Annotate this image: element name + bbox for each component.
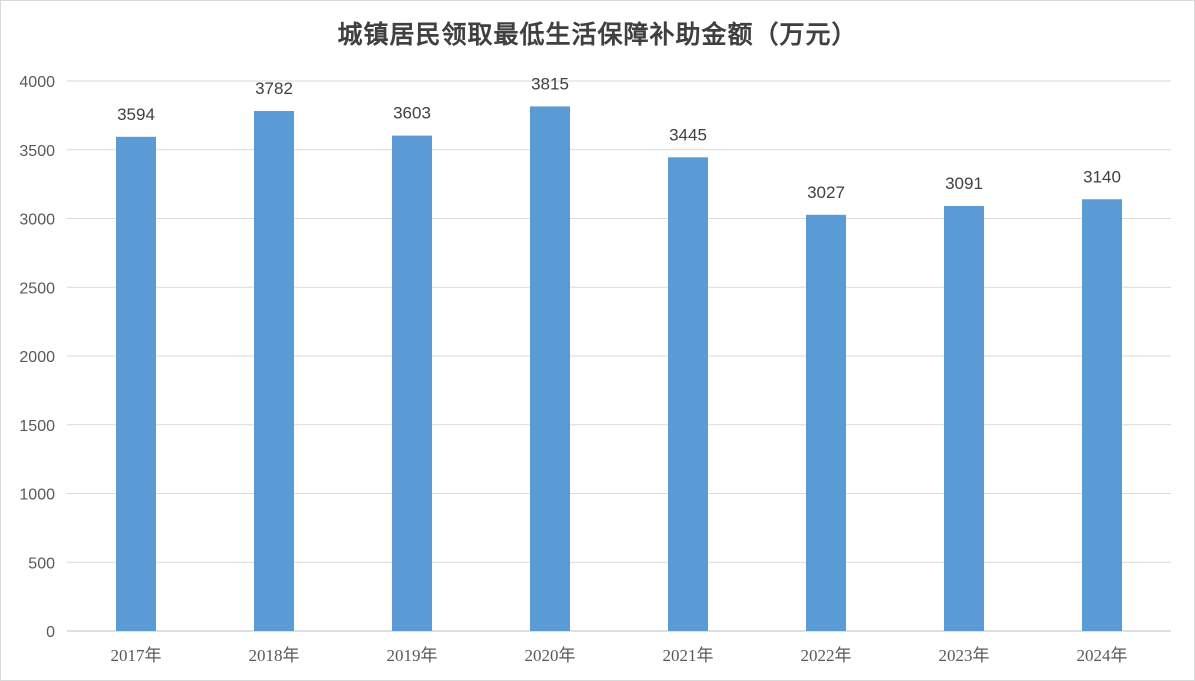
bar-8 xyxy=(1082,199,1122,631)
bar-1 xyxy=(116,136,156,631)
x-tick-label-5: 2021年 xyxy=(663,646,714,665)
bar-3 xyxy=(392,135,432,631)
data-label-4: 3815 xyxy=(531,74,569,93)
y-tick-label-3000: 3000 xyxy=(19,212,55,229)
labels: 0 500 1000 1500 2000 2500 3000 3500 4000 3594 2017… xyxy=(19,74,1127,665)
y-tick-label-2500: 2500 xyxy=(19,280,55,297)
data-label-6: 3027 xyxy=(807,183,845,202)
data-label-8: 3140 xyxy=(1083,167,1121,186)
data-label-1: 3594 xyxy=(117,105,155,124)
gridlines xyxy=(67,80,1171,632)
x-tick-label-3: 2019年 xyxy=(387,646,438,665)
bars xyxy=(116,106,1122,632)
bar-6 xyxy=(806,214,846,631)
y-tick-label-2000: 2000 xyxy=(19,349,55,366)
y-tick-label-0: 0 xyxy=(46,624,55,641)
y-tick-label-500: 500 xyxy=(28,555,55,572)
x-tick-label-1: 2017年 xyxy=(111,646,162,665)
data-label-5: 3445 xyxy=(669,125,707,144)
data-label-7: 3091 xyxy=(945,174,983,193)
bar-7 xyxy=(944,205,984,632)
x-tick-label-8: 2024年 xyxy=(1077,646,1128,665)
bar-4 xyxy=(530,106,570,631)
y-tick-label-4000: 4000 xyxy=(19,74,55,91)
data-label-3: 3603 xyxy=(393,104,431,123)
x-tick-label-7: 2023年 xyxy=(939,646,990,665)
bar-2 xyxy=(254,110,294,632)
x-tick-label-6: 2022年 xyxy=(801,646,852,665)
x-tick-label-4: 2020年 xyxy=(525,646,576,665)
x-tick-label-2: 2018年 xyxy=(249,646,300,665)
y-tick-label-3500: 3500 xyxy=(19,143,55,160)
chart-title: 城镇居民领取最低生活保障补助金额（万元） xyxy=(337,20,858,49)
data-label-2: 3782 xyxy=(255,79,293,98)
y-tick-label-1000: 1000 xyxy=(19,487,55,504)
bar-5 xyxy=(668,157,708,631)
y-tick-label-1500: 1500 xyxy=(19,418,55,435)
